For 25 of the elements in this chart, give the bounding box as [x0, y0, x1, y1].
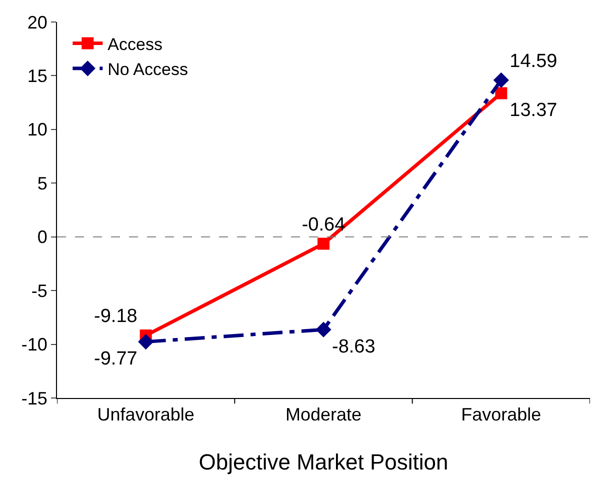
legend-label: No Access	[108, 60, 188, 80]
x-tick-label: Unfavorable	[97, 404, 194, 425]
y-tick-label: 0	[37, 227, 48, 248]
y-tick-label: 15	[27, 66, 48, 86]
point	[495, 87, 508, 100]
data-label: -8.63	[332, 336, 376, 358]
data-label: 13.37	[510, 100, 558, 121]
data-label: -9.77	[94, 348, 138, 370]
point	[493, 72, 509, 88]
data-label: -0.64	[302, 214, 346, 236]
legend-label: Access	[108, 34, 162, 54]
y-tick-label: 20	[27, 12, 48, 32]
y-tick-label: -10	[21, 334, 48, 355]
y-tick-label: -15	[21, 388, 48, 408]
x-tick-label: Favorable	[461, 404, 542, 425]
point	[316, 322, 332, 338]
x-tick-label: Moderate	[285, 404, 362, 425]
y-tick-label: 10	[27, 120, 48, 140]
point	[138, 334, 154, 350]
data-label: -9.18	[94, 306, 138, 328]
x-axis-title: Objective Market Position	[198, 450, 448, 474]
y-tick-label: -5	[31, 280, 48, 301]
point	[318, 238, 330, 250]
data-label: 14.59	[510, 50, 558, 72]
y-tick-label: 5	[37, 173, 48, 194]
